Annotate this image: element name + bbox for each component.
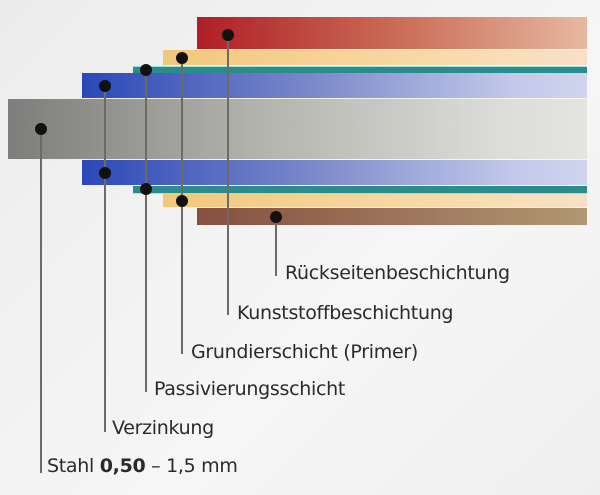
label-zinc: Verzinkung xyxy=(112,417,214,439)
layer-zinc-bottom xyxy=(82,160,587,185)
label-back-coating: Rückseitenbeschichtung xyxy=(285,262,510,284)
layer-passivation-bottom xyxy=(133,186,587,194)
layer-primer-bottom xyxy=(163,194,587,207)
label-steel-name: Stahl xyxy=(47,455,94,477)
marker-dot-zinc-top xyxy=(99,80,111,92)
leader-line-steel xyxy=(40,128,42,473)
marker-dot-primer-bottom xyxy=(176,195,188,207)
label-primer: Grundierschicht (Primer) xyxy=(191,341,418,363)
label-steel-thickness-min: 0,50 xyxy=(99,455,146,477)
layer-plastic-coating xyxy=(197,17,587,49)
label-passivation: Passivierungsschicht xyxy=(154,378,345,400)
label-steel: Stahl 0,50 – 1,5 mm xyxy=(47,455,238,477)
layer-back-coating xyxy=(197,208,587,225)
marker-dot-primer-top xyxy=(176,52,188,64)
label-steel-thickness-rest: – 1,5 mm xyxy=(151,455,238,477)
layer-primer-top xyxy=(163,50,587,65)
layer-zinc-top xyxy=(82,73,587,98)
marker-dot-back-coating xyxy=(270,211,282,223)
marker-dot-passivation-top xyxy=(140,64,152,76)
label-plastic-coating: Kunststoffbeschichtung xyxy=(237,302,454,324)
layer-steel xyxy=(8,99,587,159)
marker-dot-plastic-coating xyxy=(222,29,234,41)
leader-line-plastic-coating xyxy=(227,35,229,315)
marker-dot-passivation-bottom xyxy=(140,183,152,195)
leader-line-back-coating xyxy=(275,217,277,276)
leader-line-zinc xyxy=(104,86,106,432)
layer-passivation-top xyxy=(133,66,587,73)
marker-dot-steel xyxy=(35,123,47,135)
leader-line-passivation xyxy=(145,69,147,392)
marker-dot-zinc-bottom xyxy=(99,167,111,179)
